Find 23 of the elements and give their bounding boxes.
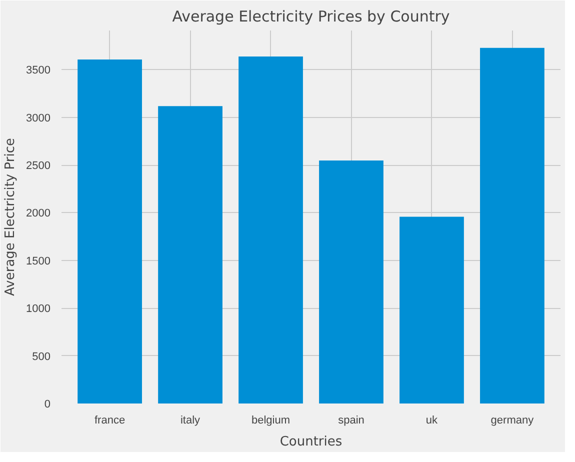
x-tick-label: spain — [338, 414, 364, 426]
y-tick-label: 3000 — [26, 112, 51, 124]
x-axis-title: Countries — [280, 434, 342, 450]
y-tick-label: 1000 — [26, 303, 51, 316]
x-tick-label: belgium — [251, 414, 290, 426]
x-tick-label: uk — [426, 414, 438, 426]
y-tick-label: 2000 — [26, 208, 51, 220]
x-tick-label: france — [94, 414, 126, 426]
bar — [158, 106, 222, 404]
x-tick-label: germany — [490, 414, 534, 426]
x-tick-label: italy — [180, 414, 201, 426]
y-tick-label: 500 — [32, 350, 51, 363]
y-axis-title: Average Electricity Price — [3, 138, 18, 296]
bar — [78, 60, 142, 404]
y-tick-label: 3500 — [26, 64, 51, 77]
chart-title: Average Electricity Prices by Country — [172, 8, 450, 26]
bar — [238, 56, 303, 404]
y-tick-label: 2500 — [26, 160, 51, 172]
bar — [400, 216, 464, 404]
y-tick-label: 1500 — [26, 255, 51, 268]
bar — [480, 48, 544, 404]
y-tick-label: 0 — [44, 398, 51, 410]
bar — [319, 160, 384, 404]
